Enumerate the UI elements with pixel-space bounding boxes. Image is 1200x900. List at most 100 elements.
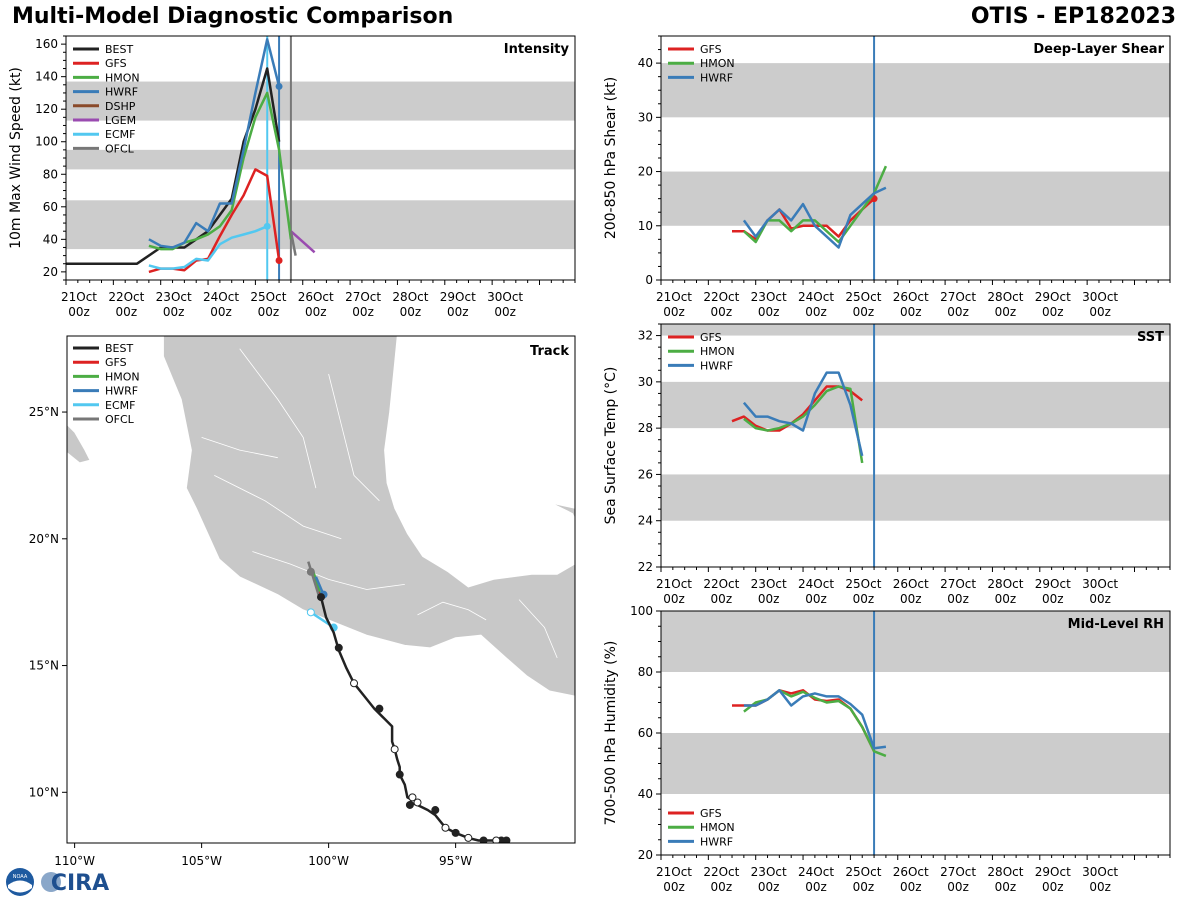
state-border: [518, 599, 558, 659]
sst-ytick-label: 28: [638, 421, 653, 435]
intensity-legend-label-best: BEST: [105, 43, 133, 56]
shear-xtick-hour-label: 00z: [947, 305, 969, 319]
state-border: [214, 475, 342, 540]
intensity-band: [66, 200, 575, 250]
state-border: [201, 437, 278, 459]
rh-ytick-label: 20: [638, 848, 653, 862]
sst-xtick-day-label: 27Oct: [940, 577, 976, 591]
rh-legend-label-hwrf: HWRF: [700, 835, 733, 848]
rh-xtick-day-label: 28Oct: [987, 865, 1023, 879]
rh-panel: 2040608010021Oct00z22Oct00z23Oct00z24Oct…: [603, 604, 1171, 894]
sst-xtick-hour-label: 00z: [805, 592, 827, 606]
intensity-xtick-hour-label: 00z: [400, 305, 422, 319]
intensity-xtick-hour-label: 00z: [305, 305, 327, 319]
intensity-xtick-day-label: 21Oct: [61, 290, 97, 304]
intensity-series-ofcl: [289, 230, 297, 256]
intensity-marker-ecmf: [263, 222, 271, 230]
intensity-xtick-day-label: 23Oct: [156, 290, 192, 304]
shear-panel: 01020304021Oct00z22Oct00z23Oct00z24Oct00…: [603, 35, 1171, 319]
track-marker-best: [375, 704, 384, 713]
land-mexico: [67, 336, 575, 697]
rh-xtick-day-label: 27Oct: [940, 865, 976, 879]
shear-ytick-label: 40: [638, 56, 653, 70]
intensity-xtick-day-label: 24Oct: [203, 290, 239, 304]
intensity-plot-area: [66, 36, 316, 280]
track-marker-best: [408, 793, 417, 802]
sst-panel-title: SST: [1137, 330, 1164, 345]
sst-series-hwrf: [742, 371, 864, 457]
intensity-ytick-label: 120: [35, 102, 58, 116]
intensity-xtick-day-label: 30Oct: [487, 290, 523, 304]
intensity-ytick-label: 20: [43, 265, 58, 279]
rh-legend-label-gfs: GFS: [700, 807, 722, 820]
sst-ytick-label: 26: [638, 467, 653, 481]
intensity-legend-label-ecmf: ECMF: [105, 128, 135, 141]
sst-ytick-label: 24: [638, 514, 653, 528]
track-marker-best: [492, 836, 501, 843]
intensity-band: [66, 149, 575, 170]
intensity-ytick-label: 40: [43, 232, 58, 246]
rh-xtick-hour-label: 00z: [947, 880, 969, 894]
rh-ytick-label: 60: [638, 726, 653, 740]
sst-ylabel: Sea Surface Temp (°C): [603, 367, 619, 525]
sst-xtick-day-label: 25Oct: [845, 577, 881, 591]
rh-xtick-hour-label: 00z: [853, 880, 875, 894]
rh-xtick-hour-label: 00z: [663, 880, 685, 894]
sst-ytick-label: 22: [638, 560, 653, 574]
rh-xtick-day-label: 25Oct: [845, 865, 881, 879]
shear-legend-label-hwrf: HWRF: [700, 71, 733, 84]
intensity-legend-label-ofcl: OFCL: [105, 142, 135, 155]
state-border: [239, 348, 317, 489]
track-marker-ofcl: [306, 567, 315, 576]
track-marker-best: [395, 770, 404, 779]
shear-xtick-hour-label: 00z: [1089, 305, 1111, 319]
shear-xtick-hour-label: 00z: [663, 305, 685, 319]
rh-xtick-hour-label: 00z: [805, 880, 827, 894]
page-title: Multi-Model Diagnostic Comparison: [12, 4, 454, 29]
shear-legend-label-hmon: HMON: [700, 57, 735, 70]
sst-band: [661, 324, 1170, 336]
shear-xtick-day-label: 24Oct: [798, 290, 834, 304]
rh-ytick-label: 40: [638, 787, 653, 801]
intensity-band: [66, 81, 575, 121]
intensity-xtick-day-label: 27Oct: [345, 290, 381, 304]
track-marker-best: [350, 679, 359, 688]
track-marker-ecmf: [306, 608, 315, 617]
sst-xtick-day-label: 21Oct: [656, 577, 692, 591]
sst-ytick-label: 32: [638, 329, 653, 343]
rh-ytick-label: 100: [630, 604, 653, 618]
sst-xtick-day-label: 24Oct: [798, 577, 834, 591]
shear-ylabel: 200-850 hPa Shear (kt): [603, 77, 619, 239]
intensity-xtick-day-label: 22Oct: [108, 290, 144, 304]
intensity-marker-hwrf: [275, 82, 283, 90]
rh-xtick-hour-label: 00z: [758, 880, 780, 894]
rh-xtick-hour-label: 00z: [900, 880, 922, 894]
intensity-xtick-hour-label: 00z: [447, 305, 469, 319]
state-border: [328, 373, 380, 502]
track-marker-best: [405, 800, 414, 809]
track-legend-label-hmon: HMON: [105, 370, 140, 383]
intensity-series-ecmf: [148, 225, 268, 270]
sst-frame: [660, 323, 1171, 568]
sst-legend-label-gfs: GFS: [700, 331, 722, 344]
sst-xtick-hour-label: 00z: [663, 592, 685, 606]
state-border: [417, 601, 487, 621]
track-frame: [66, 335, 576, 844]
shear-xtick-day-label: 22Oct: [703, 290, 739, 304]
sst-xtick-day-label: 29Oct: [1035, 577, 1071, 591]
intensity-series-hmon: [148, 91, 293, 251]
sst-xtick-hour-label: 00z: [758, 592, 780, 606]
shear-xtick-hour-label: 00z: [995, 305, 1017, 319]
sst-legend-label-hwrf: HWRF: [700, 359, 733, 372]
track-marker-best: [334, 643, 343, 652]
sst-panel: 22242628303221Oct00z22Oct00z23Oct00z24Oc…: [603, 323, 1171, 606]
shear-xtick-hour-label: 00z: [900, 305, 922, 319]
intensity-legend-label-gfs: GFS: [105, 57, 127, 70]
intensity-xtick-hour-label: 00z: [163, 305, 185, 319]
shear-xtick-hour-label: 00z: [758, 305, 780, 319]
track-legend-label-best: BEST: [105, 342, 133, 355]
track-plot-area: [67, 336, 575, 843]
sst-xtick-day-label: 23Oct: [751, 577, 787, 591]
intensity-xtick-hour-label: 00z: [68, 305, 90, 319]
